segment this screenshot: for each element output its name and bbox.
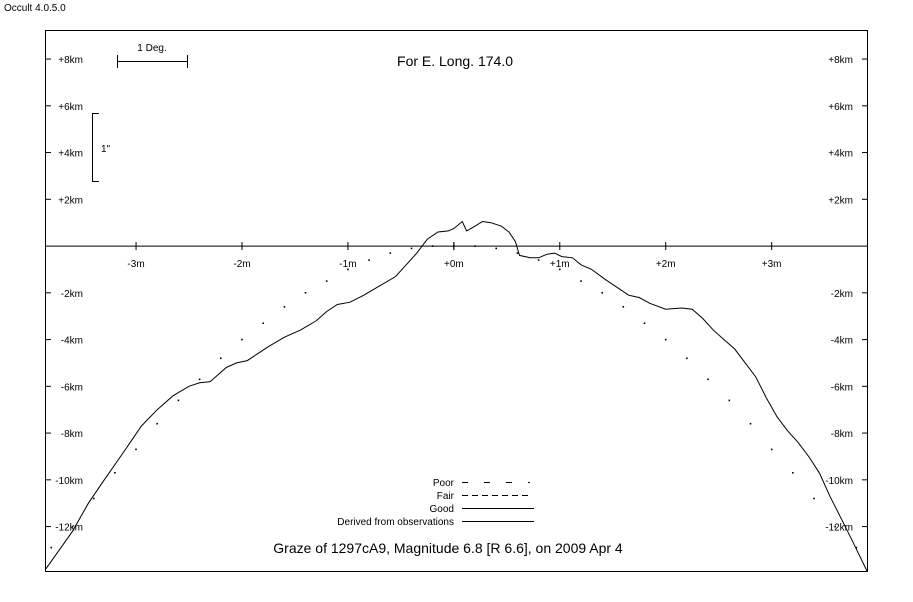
limb-profile-point xyxy=(347,268,349,271)
x-tick-label: +1m xyxy=(550,259,570,270)
limb-profile-point xyxy=(664,338,667,341)
degree-scale-label: 1 Deg. xyxy=(137,43,166,54)
legend-label-good: Good xyxy=(430,504,454,515)
plot-frame xyxy=(45,30,868,572)
limb-profile-point xyxy=(601,292,603,294)
limb-profile-line xyxy=(45,220,868,572)
limb-profile-point xyxy=(707,378,709,381)
limb-profile-point xyxy=(262,322,264,324)
y-tick-label-right: +2km xyxy=(828,195,853,206)
limb-profile-point xyxy=(368,259,370,261)
limb-profile-point xyxy=(559,268,561,271)
arcsec-scale-label: 1" xyxy=(101,144,111,155)
limb-profile-point xyxy=(410,247,413,250)
scale-bars: 1 Deg. 1" xyxy=(92,43,188,182)
y-tick-label-left: -6km xyxy=(61,382,83,393)
limb-profile-point xyxy=(135,448,137,451)
limb-profile-point xyxy=(686,357,688,360)
limb-profile-point xyxy=(220,357,222,360)
y-tick-label-right: +4km xyxy=(828,149,853,160)
chart-title: Graze of 1297cA9, Magnitude 6.8 [R 6.6],… xyxy=(273,540,623,556)
legend: Poor Fair Good Derived from observations xyxy=(337,478,534,528)
y-tick-label-left: -12km xyxy=(55,523,83,534)
limb-profile-point xyxy=(71,525,74,528)
axes-layer: -3m -2m -1m +0m +1m +2m +3m +8km +8km +6km +6km +4k… xyxy=(46,55,867,534)
limb-profile-point xyxy=(114,472,116,474)
limb-profile-point xyxy=(325,280,328,282)
chart-subtitle: For E. Long. 174.0 xyxy=(397,53,513,69)
limb-profile-point xyxy=(156,422,158,425)
limb-profile-point xyxy=(855,546,858,549)
limb-profile-point xyxy=(770,448,773,451)
x-tick-label: +2m xyxy=(656,259,676,270)
y-tick-label-right: -10km xyxy=(825,476,853,487)
y-tick-label-right: -8km xyxy=(831,429,853,440)
y-tick-label-left: -2km xyxy=(61,289,83,300)
limb-profile-point xyxy=(834,525,836,528)
limb-profile-point xyxy=(495,247,497,250)
legend-label-derived: Derived from observations xyxy=(337,517,454,528)
limb-profile-point xyxy=(643,322,646,324)
limb-profile-point xyxy=(537,259,540,261)
limb-profile-point xyxy=(474,245,476,247)
limb-profile-point xyxy=(728,399,731,402)
limb-profile-point xyxy=(389,252,392,254)
limb-profile-point xyxy=(283,306,286,308)
x-tick-label: -3m xyxy=(127,259,144,270)
limb-profile-point xyxy=(241,338,243,341)
limb-profile-point xyxy=(580,280,582,282)
y-tick-label-left: +4km xyxy=(58,149,83,160)
legend-label-fair: Fair xyxy=(437,491,455,502)
y-tick-label-right: -12km xyxy=(825,523,853,534)
y-tick-label-left: +8km xyxy=(58,55,83,66)
x-tick-label: +3m xyxy=(762,259,782,270)
y-tick-label-left: +6km xyxy=(58,102,83,113)
limb-profile-point xyxy=(749,422,752,425)
limb-profile-point xyxy=(177,399,180,402)
y-tick-label-right: +8km xyxy=(828,55,853,66)
y-tick-label-left: +2km xyxy=(58,195,83,206)
series-layer xyxy=(45,220,868,572)
limb-profile-point xyxy=(50,546,53,549)
y-tick-label-left: -8km xyxy=(61,429,83,440)
app-title: Occult 4.0.5.0 xyxy=(4,3,66,14)
limb-profile-point xyxy=(304,292,307,294)
limb-profile-point xyxy=(792,472,794,474)
limb-profile-point xyxy=(431,245,434,247)
y-tick-label-right: +6km xyxy=(828,102,853,113)
limb-profile-point xyxy=(813,497,815,500)
limb-profile-point xyxy=(453,245,455,247)
y-tick-label-left: -4km xyxy=(61,336,83,347)
x-tick-label: -1m xyxy=(339,259,356,270)
x-tick-label: -2m xyxy=(233,259,250,270)
limb-profile-point xyxy=(622,306,625,308)
y-tick-label-right: -2km xyxy=(831,289,853,300)
y-tick-label-right: -6km xyxy=(831,382,853,393)
limb-profile-point xyxy=(516,252,519,254)
limb-profile-point xyxy=(92,497,95,500)
y-tick-label-right: -4km xyxy=(831,336,853,347)
y-tick-label-left: -10km xyxy=(55,476,83,487)
legend-label-poor: Poor xyxy=(433,478,455,489)
x-tick-label: +0m xyxy=(444,259,464,270)
limb-profile-point xyxy=(198,378,201,381)
